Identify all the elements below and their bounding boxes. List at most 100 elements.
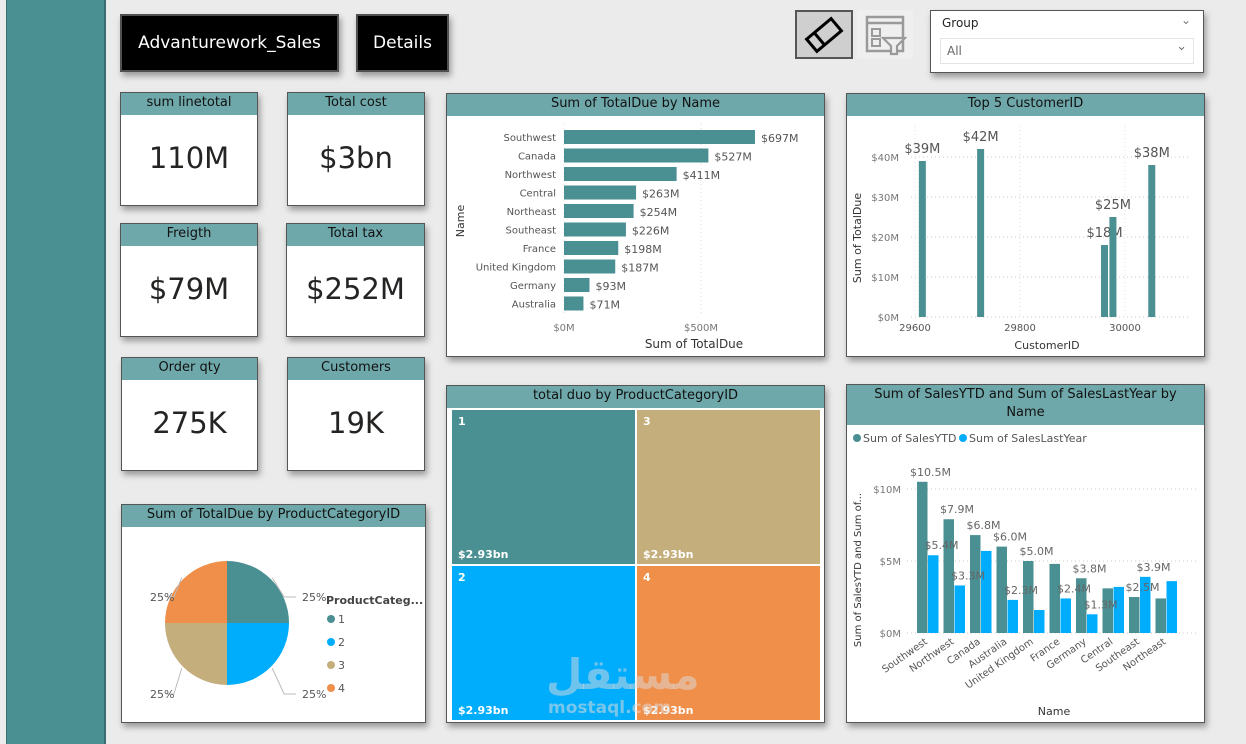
- data-label: $2.5M: [1126, 581, 1160, 594]
- kpi-card-value: 110M: [148, 141, 230, 175]
- leader-line: [166, 577, 183, 598]
- bar: [1034, 609, 1045, 633]
- kpi-card-value: 275K: [152, 406, 227, 440]
- slicer-collapse-chevron-icon[interactable]: ⌄: [1180, 13, 1191, 27]
- data-label: $93M: [595, 280, 626, 293]
- data-label: $527M: [714, 151, 752, 164]
- treemap-chart: 1 $2.93bn 3 $2.93bn 2 $2.93bn 4 $2.93bn: [452, 410, 820, 720]
- totaldue-by-name-chart: $0M $500M Southwest $697M Canada $527M Northwe…: [454, 124, 798, 351]
- legend-marker: [327, 684, 335, 692]
- legend-title: ProductCateg...: [326, 594, 423, 607]
- y-tick-label: Southeast: [506, 226, 557, 237]
- y-tick-label: $10M: [873, 485, 901, 496]
- data-label: $187M: [621, 262, 659, 275]
- bar: [1109, 217, 1117, 317]
- y-tick-label: Central: [520, 189, 556, 200]
- bar: [981, 550, 992, 633]
- left-sidebar: [6, 0, 106, 744]
- y-tick-label: Northwest: [505, 170, 557, 181]
- data-label: $6.8M: [967, 519, 1001, 532]
- pie-slice: [165, 623, 227, 685]
- y-tick-label: $5M: [880, 557, 901, 568]
- data-label: 25%: [302, 688, 326, 701]
- bar: [1102, 588, 1113, 633]
- bar: [564, 278, 590, 292]
- pie-slice: [165, 561, 227, 623]
- filter-pane-button[interactable]: [857, 10, 913, 59]
- bar: [1129, 597, 1140, 633]
- data-label: $3.9M: [1137, 561, 1171, 574]
- bar: [564, 167, 677, 181]
- report-title-label: Advanturework_Sales: [138, 33, 321, 53]
- data-label: $38M: [1134, 146, 1170, 161]
- legend-label: Sum of SalesYTD: [863, 432, 956, 445]
- treemap-visual: total duo by ProductCategoryID 1 $2.93bn 3…: [446, 385, 825, 723]
- bar: [564, 185, 637, 200]
- bar: [970, 535, 981, 633]
- y-tick-label: $0M: [880, 629, 901, 640]
- data-label: $254M: [640, 206, 678, 219]
- bar: [1076, 578, 1087, 633]
- bar: [1113, 586, 1124, 633]
- data-label: $6.0M: [993, 531, 1027, 544]
- x-tick-label: $0M: [553, 323, 574, 334]
- y-tick-label: $0M: [878, 313, 899, 324]
- y-tick-label: $40M: [871, 153, 899, 164]
- kpi-card-value: $79M: [148, 272, 230, 306]
- leader-line: [271, 577, 296, 598]
- bar: [918, 161, 926, 317]
- legend-marker: [327, 638, 335, 646]
- y-tick-label: $30M: [871, 193, 899, 204]
- legend-label: Sum of SalesLastYear: [969, 432, 1087, 445]
- bar: [1049, 563, 1060, 633]
- sales-ytd-lastyear-chart: Sum of SalesYTD Sum of SalesLastYear $0M $5…: [853, 432, 1197, 718]
- x-tick-label: 30000: [1109, 323, 1141, 334]
- data-label: $7.9M: [940, 503, 974, 516]
- treemap-cell-label: 1: [458, 415, 466, 428]
- bar: [1007, 599, 1018, 633]
- data-label: $5.0M: [1020, 545, 1054, 558]
- legend-marker: [853, 434, 861, 442]
- pie-chart-visual: Sum of TotalDue by ProductCategoryID 25%…: [121, 504, 426, 723]
- group-slicer: Group ⌄ All ⌄: [930, 10, 1204, 73]
- treemap-cell-label: 3: [643, 415, 651, 428]
- kpi-card-linetotal: sum linetotal 110M: [120, 92, 258, 206]
- bar: [564, 296, 584, 311]
- data-label: $10.5M: [910, 466, 951, 479]
- slicer-label: Group: [942, 16, 979, 30]
- slicer-dropdown[interactable]: All ⌄: [940, 38, 1194, 64]
- pie-slice: [227, 561, 289, 623]
- data-label: $39M: [904, 142, 940, 157]
- x-axis-title: Name: [1038, 705, 1071, 718]
- bar: [1101, 245, 1109, 317]
- y-tick-label: United Kingdom: [476, 263, 556, 274]
- treemap-cell-label: 4: [643, 571, 651, 584]
- treemap-cell[interactable]: 1 $2.93bn: [452, 410, 635, 564]
- details-label: Details: [373, 33, 432, 53]
- y-axis-title: Sum of TotalDue: [851, 193, 864, 283]
- data-label: $25M: [1095, 198, 1131, 213]
- bar: [954, 585, 965, 633]
- clear-filters-button[interactable]: [795, 10, 853, 59]
- data-label: $42M: [963, 130, 999, 145]
- treemap-cell[interactable]: 4 $2.93bn: [637, 566, 820, 720]
- legend-marker: [959, 434, 967, 442]
- details-button[interactable]: Details: [356, 14, 449, 72]
- bar: [1155, 598, 1166, 633]
- kpi-card-value: $3bn: [319, 141, 393, 175]
- data-label: 25%: [302, 591, 326, 604]
- pie-slice: [227, 623, 289, 685]
- y-axis-title: Sum of SalesYTD and Sum of...: [853, 493, 864, 647]
- data-label: $18M: [1087, 226, 1123, 241]
- bar: [1140, 576, 1151, 633]
- report-title-button[interactable]: Advanturework_Sales: [120, 14, 339, 72]
- top5-customer-visual: Top 5 CustomerID $0M $10M $20M $30M $40M 2960…: [846, 93, 1205, 357]
- kpi-card-value: 19K: [328, 406, 384, 440]
- treemap-cell[interactable]: 2 $2.93bn: [452, 566, 635, 720]
- visual-title: total duo by ProductCategoryID: [447, 386, 824, 408]
- y-tick-label: Australia: [512, 300, 556, 311]
- treemap-cell[interactable]: 3 $2.93bn: [637, 410, 820, 564]
- y-tick-label: Northeast: [507, 207, 556, 218]
- totaldue-by-name-visual: Sum of TotalDue by Name $0M $500M Southwes…: [446, 93, 825, 357]
- treemap-cell-value: $2.93bn: [458, 704, 509, 717]
